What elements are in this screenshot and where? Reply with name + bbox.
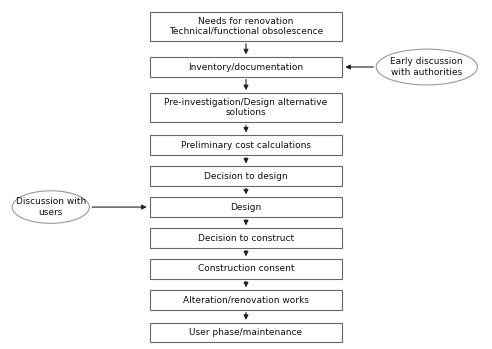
Text: Early discussion
with authorities: Early discussion with authorities	[391, 57, 463, 77]
Text: Alteration/renovation works: Alteration/renovation works	[183, 295, 309, 304]
FancyBboxPatch shape	[150, 135, 342, 155]
Text: User phase/maintenance: User phase/maintenance	[189, 328, 303, 337]
Text: Pre-investigation/Design alternative
solutions: Pre-investigation/Design alternative sol…	[164, 98, 328, 117]
Text: Decision to construct: Decision to construct	[198, 233, 294, 243]
FancyBboxPatch shape	[150, 166, 342, 186]
Ellipse shape	[376, 49, 477, 85]
Text: Inventory/documentation: Inventory/documentation	[188, 62, 304, 72]
FancyBboxPatch shape	[150, 12, 342, 41]
FancyBboxPatch shape	[150, 57, 342, 77]
Text: Construction consent: Construction consent	[198, 265, 294, 274]
Text: Decision to design: Decision to design	[204, 172, 288, 181]
Text: Needs for renovation
Technical/functional obsolescence: Needs for renovation Technical/functiona…	[169, 17, 323, 36]
FancyBboxPatch shape	[150, 197, 342, 217]
Text: Discussion with
users: Discussion with users	[16, 198, 86, 217]
FancyBboxPatch shape	[150, 323, 342, 342]
FancyBboxPatch shape	[150, 228, 342, 248]
FancyBboxPatch shape	[150, 259, 342, 279]
Ellipse shape	[12, 191, 90, 223]
FancyBboxPatch shape	[150, 93, 342, 122]
Text: Preliminary cost calculations: Preliminary cost calculations	[181, 141, 311, 150]
FancyBboxPatch shape	[150, 290, 342, 310]
Text: Design: Design	[230, 202, 262, 211]
